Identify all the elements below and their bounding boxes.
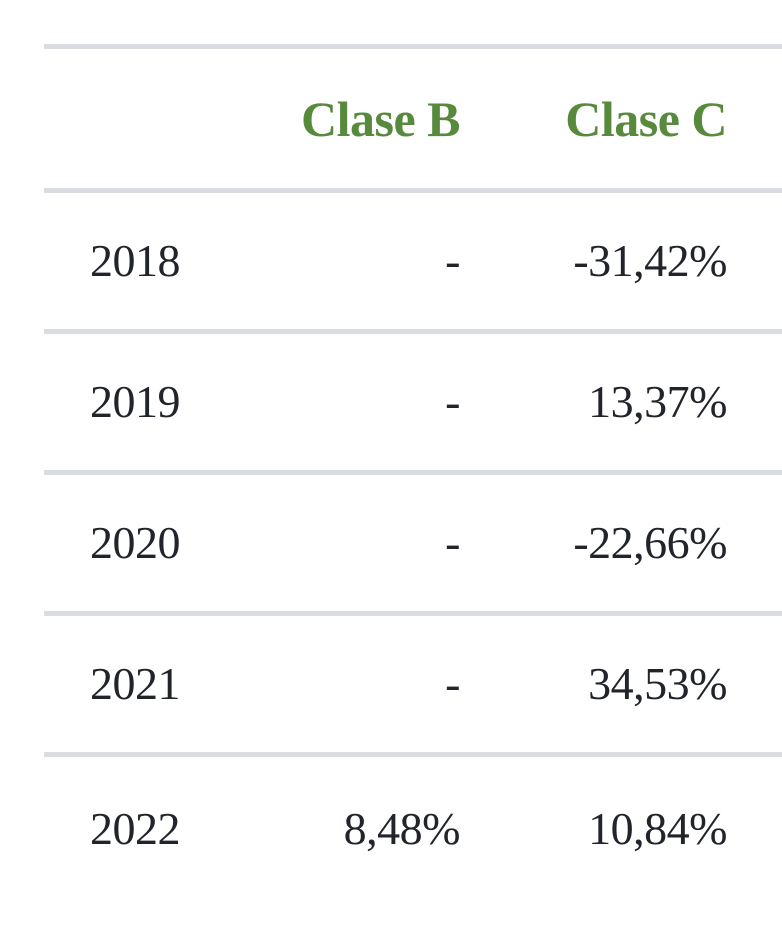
year-cell: 2018 [90, 235, 181, 286]
table-row: 2020 - -22,66% [44, 475, 782, 616]
year-cell: 2020 [90, 517, 181, 568]
clase-b-cell: - [445, 376, 460, 427]
year-cell: 2022 [90, 802, 181, 854]
clase-b-cell: 8,48% [343, 802, 461, 854]
annual-returns-table: Clase B Clase C 2018 - -31,42% 2019 - 13… [44, 44, 782, 900]
year-cell: 2019 [90, 376, 181, 427]
table-header-row: Clase B Clase C [44, 49, 782, 193]
clase-c-cell: 10,84% [588, 802, 727, 854]
year-cell: 2021 [90, 658, 181, 709]
table-row: 2021 - 34,53% [44, 616, 782, 757]
clase-c-cell: -31,42% [573, 235, 727, 286]
clase-b-cell: - [445, 658, 460, 709]
table-row: 2018 - -31,42% [44, 193, 782, 334]
clase-c-cell: 13,37% [588, 376, 727, 427]
clase-c-cell: 34,53% [588, 658, 727, 709]
table-row: 2019 - 13,37% [44, 334, 782, 475]
column-header-clase-c: Clase C [565, 90, 727, 147]
clase-b-cell: - [445, 517, 460, 568]
table-row: 2022 8,48% 10,84% [44, 757, 782, 900]
column-header-clase-b: Clase B [301, 90, 461, 147]
clase-b-cell: - [445, 235, 460, 286]
clase-c-cell: -22,66% [573, 517, 727, 568]
